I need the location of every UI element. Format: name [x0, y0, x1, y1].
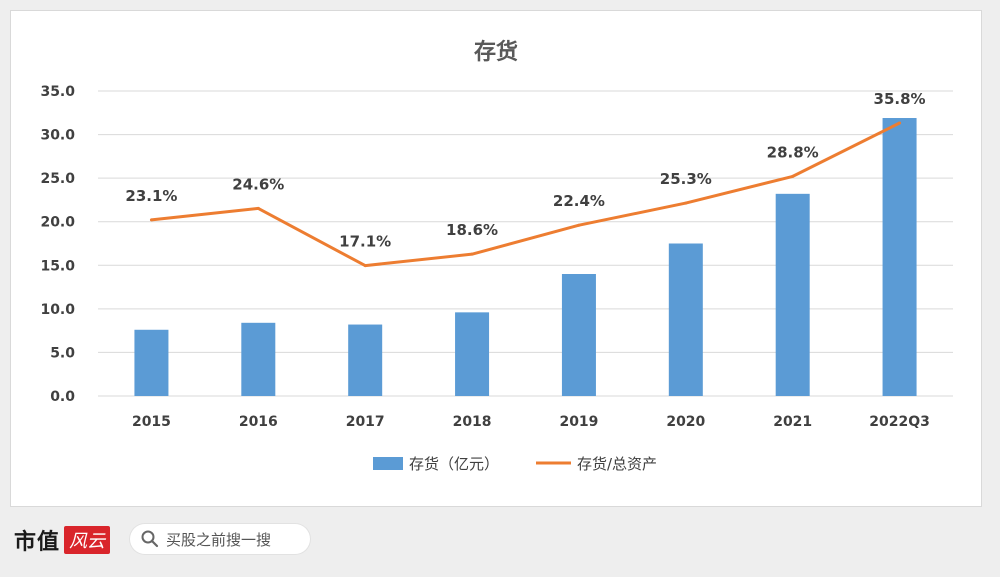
footer: 市值 风云 买股之前搜一搜 [0, 512, 1000, 572]
chart-card: 存货 0.0 5.0 10.0 15.0 20.0 25.0 30.0 35.0 2015 2016… [10, 10, 982, 507]
brand-text: 市值 [14, 529, 61, 555]
x-tick-label: 2019 [559, 414, 598, 430]
y-tick-label: 25.0 [40, 171, 75, 187]
line-data-label: 17.1% [339, 233, 391, 251]
line-point [149, 218, 153, 222]
legend-label-bar: 存货（亿元） [409, 455, 499, 473]
x-tick-label: 2015 [132, 414, 171, 430]
line-point [791, 174, 795, 178]
line-data-label: 18.6% [446, 221, 498, 239]
y-tick-label: 5.0 [50, 345, 75, 361]
search-box[interactable]: 买股之前搜一搜 [130, 524, 310, 554]
line-data-label: 35.8% [874, 90, 926, 108]
y-tick-label: 10.0 [40, 302, 75, 318]
search-icon [141, 530, 159, 548]
x-tick-label: 2020 [666, 414, 705, 430]
y-tick-label: 35.0 [40, 84, 75, 100]
bar [882, 118, 917, 396]
x-tick-label: 2017 [346, 414, 385, 430]
y-tick-label: 15.0 [40, 258, 75, 274]
brand-logo: 市值 风云 [14, 522, 111, 558]
bar [668, 243, 703, 396]
y-tick-label: 20.0 [40, 215, 75, 231]
bar [561, 274, 596, 396]
bar [241, 322, 276, 396]
line-point [577, 223, 581, 227]
x-tick-label: 2016 [239, 414, 278, 430]
x-tick-label: 2022Q3 [869, 414, 930, 430]
brand-mark: 风云 [64, 526, 111, 554]
legend-swatch-bar [373, 457, 403, 470]
line-data-label: 25.3% [660, 170, 712, 188]
bar [134, 329, 169, 396]
bar [775, 193, 810, 396]
chart: 存货 0.0 5.0 10.0 15.0 20.0 25.0 30.0 35.0 2015 2016… [40, 39, 953, 473]
search-placeholder: 买股之前搜一搜 [166, 530, 272, 549]
x-tick-label: 2018 [453, 414, 492, 430]
line-data-label: 22.4% [553, 192, 605, 210]
x-tick-label: 2021 [773, 414, 812, 430]
line-point [898, 121, 902, 125]
bar [455, 312, 490, 396]
line-data-label: 23.1% [125, 187, 177, 205]
line-point [256, 206, 260, 210]
line-data-label: 28.8% [767, 143, 819, 161]
line-point [684, 201, 688, 205]
line-point [363, 264, 367, 268]
y-tick-label: 30.0 [40, 128, 75, 144]
legend-label-line: 存货/总资产 [577, 455, 657, 473]
line-series [151, 121, 901, 268]
line-data-label: 24.6% [232, 175, 284, 193]
y-tick-label: 0.0 [50, 389, 75, 405]
line-point [470, 252, 474, 256]
bar [348, 324, 383, 396]
chart-title: 存货 [474, 39, 518, 65]
